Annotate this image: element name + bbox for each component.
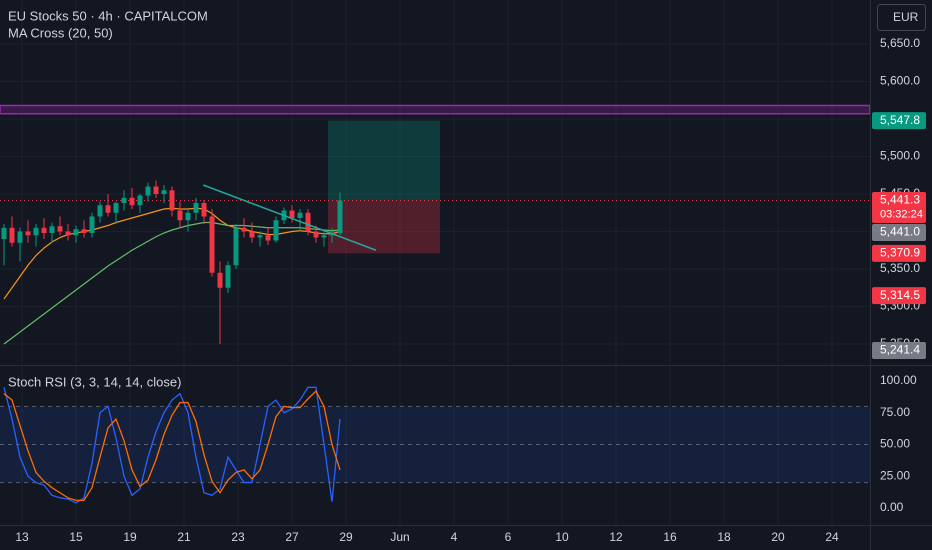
price-badge-label: 5,370.9: [880, 245, 920, 259]
candle-body: [65, 231, 71, 236]
candle-body: [137, 195, 143, 206]
candle-body: [185, 212, 191, 221]
candle-body: [201, 203, 207, 217]
y-tick-label: 5,650.0: [880, 36, 920, 50]
x-tick-label: 12: [609, 530, 623, 544]
candle-body: [49, 226, 55, 234]
stoch-tick-label: 25.00: [880, 468, 910, 482]
price-badge-label: 5,441.3: [880, 193, 920, 207]
stop-zone: [328, 200, 440, 254]
candle-body: [105, 205, 111, 213]
stoch-line: [3, 386, 341, 504]
ma-line: [3, 221, 341, 345]
candle-body: [145, 186, 151, 196]
price-axis-bg: [870, 0, 932, 550]
price-badge: [872, 341, 926, 359]
price-badge: [872, 244, 926, 262]
candle-body: [177, 210, 183, 221]
candle-body: [81, 229, 87, 234]
stoch-line: [3, 390, 341, 502]
zone: [0, 104, 871, 115]
candle-body: [233, 227, 239, 266]
currency-button[interactable]: [877, 4, 926, 31]
candle-body: [161, 190, 167, 195]
axes: 13151921232729Jun461012161820245,250.05,…: [15, 36, 926, 544]
price-badge-label: 5,441.0: [880, 225, 920, 239]
candle-body: [273, 220, 279, 241]
x-tick-label: 20: [771, 530, 785, 544]
candle-body: [265, 235, 271, 241]
candle-body: [257, 235, 263, 238]
stoch-tick-label: 50.00: [880, 437, 910, 451]
candle-body: [209, 216, 215, 273]
candle-body: [97, 205, 103, 217]
candle-body: [73, 229, 79, 236]
candle-body: [241, 227, 247, 232]
candle-body: [305, 212, 311, 232]
candle-body: [297, 212, 303, 219]
stoch-tick-label: 75.00: [880, 405, 910, 419]
price-badge-label: 5,547.8: [880, 113, 920, 127]
x-tick-label: 21: [177, 530, 191, 544]
grid: [0, 0, 870, 525]
candle-body: [153, 186, 159, 195]
x-tick-label: 4: [451, 530, 458, 544]
candle-body: [41, 227, 47, 234]
price-badge: [872, 287, 926, 305]
y-tick-label: 5,350.0: [880, 261, 920, 275]
indicator-title: MA Cross (20, 50): [8, 25, 113, 40]
x-tick-label: 29: [339, 530, 353, 544]
x-tick-label: 23: [231, 530, 245, 544]
candle-body: [321, 235, 327, 238]
x-tick-label: 13: [15, 530, 29, 544]
price-badge-label: 5,314.5: [880, 288, 920, 302]
candle-body: [249, 231, 255, 238]
candle-body: [169, 190, 175, 211]
price-badge: [872, 112, 926, 130]
price-badge-label: 5,241.4: [880, 343, 920, 357]
countdown: 03:32:24: [880, 208, 923, 220]
x-tick-label: 10: [555, 530, 569, 544]
price-badge: [872, 224, 926, 242]
x-tick-label: 18: [717, 530, 731, 544]
candle-body: [89, 216, 95, 234]
currency[interactable]: EUR: [893, 10, 919, 24]
x-tick-label: 27: [285, 530, 299, 544]
candle-body: [337, 200, 343, 234]
target-zone: [328, 120, 440, 201]
candle-body: [217, 272, 223, 288]
trendline: [202, 184, 377, 251]
x-tick-label: Jun: [390, 530, 409, 544]
x-tick-label: 19: [123, 530, 137, 544]
candle-body: [25, 231, 31, 236]
stoch-tick-label: 0.00: [880, 500, 904, 514]
chart-title: EU Stocks 50 · 4h · CAPITALCOM: [8, 8, 208, 23]
plot: [0, 104, 871, 504]
y-tick-label: 5,500.0: [880, 149, 920, 163]
x-tick-label: 15: [69, 530, 83, 544]
candle-body: [225, 265, 231, 288]
candle-body: [121, 197, 127, 204]
candle-body: [193, 203, 199, 213]
stoch-title: Stoch RSI (3, 3, 14, 14, close): [8, 374, 181, 389]
candle-body: [57, 226, 63, 232]
candle-body: [313, 231, 319, 238]
candle-body: [113, 203, 119, 213]
candle-body: [289, 210, 295, 219]
price-badge: [872, 192, 926, 224]
x-tick-label: 6: [505, 530, 512, 544]
x-tick-label: 24: [825, 530, 839, 544]
stoch-tick-label: 100.00: [880, 373, 917, 387]
x-tick-label: 16: [663, 530, 677, 544]
candle-body: [9, 227, 15, 243]
y-tick-label: 5,600.0: [880, 74, 920, 88]
candle-body: [129, 197, 135, 206]
candle-body: [1, 227, 7, 240]
candle-body: [33, 227, 39, 236]
candle-body: [17, 231, 23, 243]
